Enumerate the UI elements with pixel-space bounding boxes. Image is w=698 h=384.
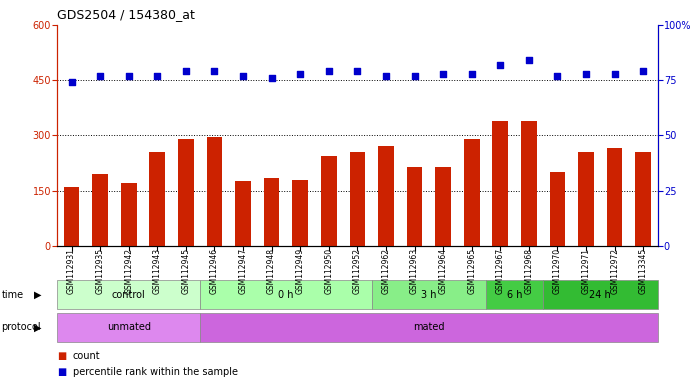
Point bbox=[151, 73, 163, 79]
Bar bbox=[57, 280, 200, 309]
Text: unmated: unmated bbox=[107, 322, 151, 333]
Point bbox=[94, 73, 105, 79]
Text: GSM112950: GSM112950 bbox=[325, 248, 333, 294]
Bar bbox=[607, 148, 623, 246]
Point bbox=[581, 71, 592, 77]
Bar bbox=[207, 137, 222, 246]
Text: GDS2504 / 154380_at: GDS2504 / 154380_at bbox=[57, 8, 195, 21]
Text: GSM112965: GSM112965 bbox=[467, 248, 476, 294]
Point bbox=[409, 73, 420, 79]
Bar bbox=[64, 187, 80, 246]
Text: ▶: ▶ bbox=[34, 322, 41, 333]
Text: 3 h: 3 h bbox=[421, 290, 436, 300]
Bar bbox=[121, 183, 137, 246]
Bar bbox=[200, 313, 658, 342]
Bar bbox=[149, 152, 165, 246]
Bar bbox=[264, 178, 279, 246]
Bar bbox=[464, 139, 480, 246]
Text: ■: ■ bbox=[57, 367, 66, 377]
Bar bbox=[378, 146, 394, 246]
Text: GSM112948: GSM112948 bbox=[267, 248, 276, 294]
Point bbox=[609, 71, 621, 77]
Bar bbox=[549, 172, 565, 246]
Text: GSM112935: GSM112935 bbox=[96, 248, 105, 294]
Bar bbox=[57, 313, 200, 342]
Point bbox=[524, 57, 535, 63]
Bar bbox=[578, 152, 594, 246]
Text: count: count bbox=[73, 351, 101, 361]
Text: 24 h: 24 h bbox=[590, 290, 611, 300]
Point bbox=[352, 68, 363, 74]
Text: GSM112967: GSM112967 bbox=[496, 248, 505, 294]
Bar bbox=[235, 181, 251, 246]
Point bbox=[466, 71, 477, 77]
Bar bbox=[350, 152, 365, 246]
Text: GSM112968: GSM112968 bbox=[524, 248, 533, 294]
Point bbox=[237, 73, 248, 79]
Text: GSM112963: GSM112963 bbox=[410, 248, 419, 294]
Point bbox=[180, 68, 191, 74]
Text: GSM112962: GSM112962 bbox=[382, 248, 390, 294]
Point bbox=[438, 71, 449, 77]
Text: ■: ■ bbox=[57, 351, 66, 361]
Bar bbox=[521, 121, 537, 246]
Text: GSM112943: GSM112943 bbox=[153, 248, 162, 294]
Bar bbox=[292, 180, 308, 246]
Text: percentile rank within the sample: percentile rank within the sample bbox=[73, 367, 237, 377]
Bar bbox=[635, 152, 651, 246]
Bar bbox=[92, 174, 108, 246]
Text: 0 h: 0 h bbox=[279, 290, 294, 300]
Point bbox=[123, 73, 134, 79]
Bar bbox=[543, 280, 658, 309]
Bar bbox=[486, 280, 543, 309]
Text: GSM112972: GSM112972 bbox=[610, 248, 619, 294]
Text: GSM112971: GSM112971 bbox=[581, 248, 591, 294]
Text: GSM112947: GSM112947 bbox=[239, 248, 248, 294]
Point bbox=[552, 73, 563, 79]
Text: GSM112949: GSM112949 bbox=[296, 248, 305, 294]
Point bbox=[638, 68, 649, 74]
Text: GSM112946: GSM112946 bbox=[210, 248, 219, 294]
Point bbox=[66, 79, 77, 86]
Point bbox=[266, 75, 277, 81]
Point bbox=[209, 68, 220, 74]
Text: control: control bbox=[112, 290, 146, 300]
Text: GSM112931: GSM112931 bbox=[67, 248, 76, 294]
Text: GSM112964: GSM112964 bbox=[438, 248, 447, 294]
Text: 6 h: 6 h bbox=[507, 290, 522, 300]
Text: GSM112952: GSM112952 bbox=[353, 248, 362, 294]
Point bbox=[323, 68, 334, 74]
Bar bbox=[492, 121, 508, 246]
Text: ▶: ▶ bbox=[34, 290, 41, 300]
Point bbox=[495, 62, 506, 68]
Point bbox=[295, 71, 306, 77]
Text: GSM112942: GSM112942 bbox=[124, 248, 133, 294]
Text: time: time bbox=[1, 290, 24, 300]
Text: protocol: protocol bbox=[1, 322, 41, 333]
Bar bbox=[178, 139, 194, 246]
Text: mated: mated bbox=[413, 322, 445, 333]
Point bbox=[380, 73, 392, 79]
Bar bbox=[436, 167, 451, 246]
Bar bbox=[321, 156, 336, 246]
Bar bbox=[407, 167, 422, 246]
Text: GSM112945: GSM112945 bbox=[181, 248, 191, 294]
Bar bbox=[371, 280, 486, 309]
Text: GSM113345: GSM113345 bbox=[639, 248, 648, 294]
Bar bbox=[200, 280, 371, 309]
Text: GSM112970: GSM112970 bbox=[553, 248, 562, 294]
